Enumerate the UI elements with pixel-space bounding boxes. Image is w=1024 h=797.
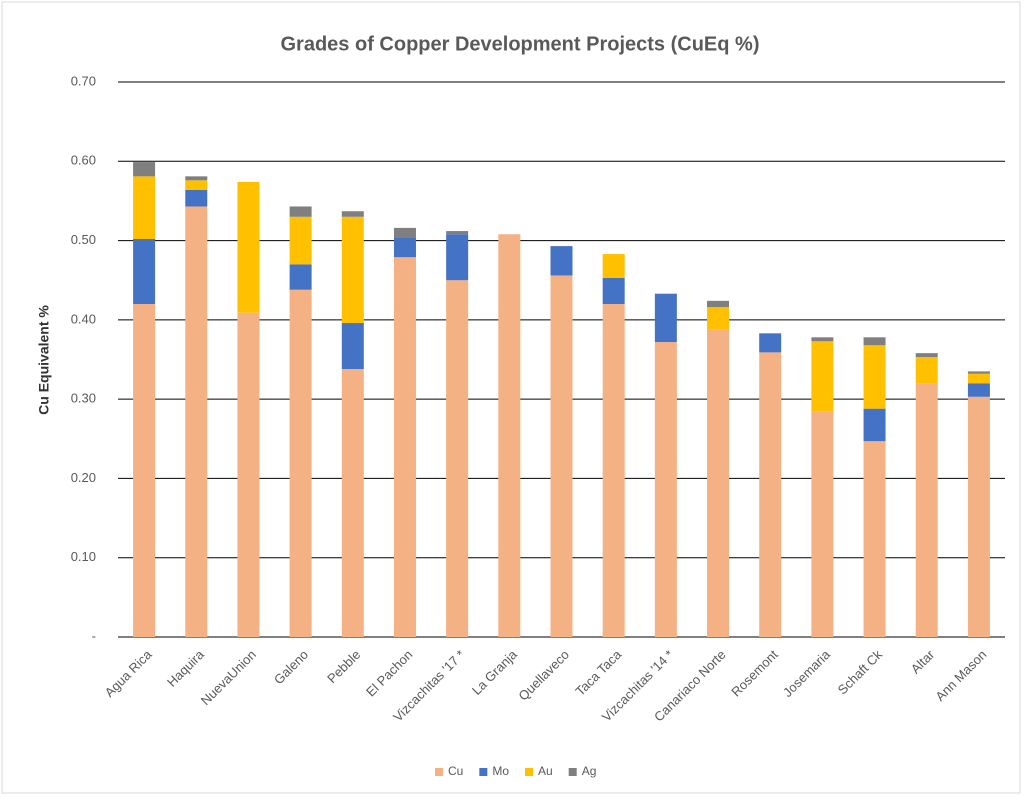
bar-segment [759,333,782,353]
legend-swatch [435,768,443,776]
bar-segment [185,176,208,181]
bar-segment [967,396,990,637]
bar-segment [393,257,416,637]
bar-segment [289,289,312,637]
bar-segment [967,383,990,397]
legend-label: Mo [492,764,509,778]
bar-segment [707,307,730,330]
bar-segment [237,181,260,313]
chart-title: Grades of Copper Development Projects (C… [281,33,760,55]
bar-segment [446,280,469,637]
bar-segment [133,304,156,637]
bar-segment [550,275,573,637]
bar-segment [341,323,364,370]
y-tick-label: - [92,628,96,643]
bar-segment [863,345,886,409]
y-tick-label: 0.50 [71,232,96,247]
bar-segment [863,337,886,346]
bar-segment [967,371,990,374]
bar-segment [341,369,364,637]
legend-swatch [525,768,534,776]
bar-segment [133,238,156,304]
bar-segment [654,342,677,637]
bar-segment [237,312,260,637]
y-tick-label: 0.60 [71,153,96,168]
bar-segment [133,176,156,239]
bar-segment [915,353,938,358]
bar-segment [550,246,573,276]
legend-label: Ag [582,764,597,778]
legend-swatch [568,768,577,776]
bar-segment [498,234,521,637]
y-tick-label: 0.20 [71,470,96,485]
y-axis-label: Cu Equivalent % [36,305,52,415]
bar-segment [811,341,834,412]
bar-segment [185,180,208,190]
bar-segment [393,227,416,238]
bar-segment [759,352,782,637]
bar-segment [967,373,990,384]
y-tick-label: 0.40 [71,311,96,326]
bar-segment [811,411,834,637]
bar-segment [602,277,625,304]
bar-segment [863,441,886,637]
y-tick-label: 0.10 [71,549,96,564]
bar-segment [707,329,730,637]
bar-segment [811,337,834,342]
bar-segment [185,189,208,207]
legend-swatch [479,768,488,776]
legend-label: Au [538,764,553,778]
bar-segment [341,211,364,217]
bar-segment [707,300,730,308]
legend-label: Cu [448,764,463,778]
bar-segment [602,254,625,278]
y-tick-label: 0.30 [71,391,96,406]
bar-segment [133,162,156,177]
bar-segment [915,357,938,384]
bar-segment [446,231,469,235]
bar-segment [446,234,469,281]
bar-segment [185,206,208,637]
bar-segment [289,216,312,265]
bar-segment [602,304,625,637]
bar-segment [341,216,364,324]
y-tick-label: 0.70 [71,73,96,88]
bar-segment [915,383,938,637]
bar-segment [654,293,677,343]
bar-segment [289,264,312,290]
bar-segment [863,408,886,442]
bar-segment [289,206,312,217]
bar-segment [393,237,416,258]
